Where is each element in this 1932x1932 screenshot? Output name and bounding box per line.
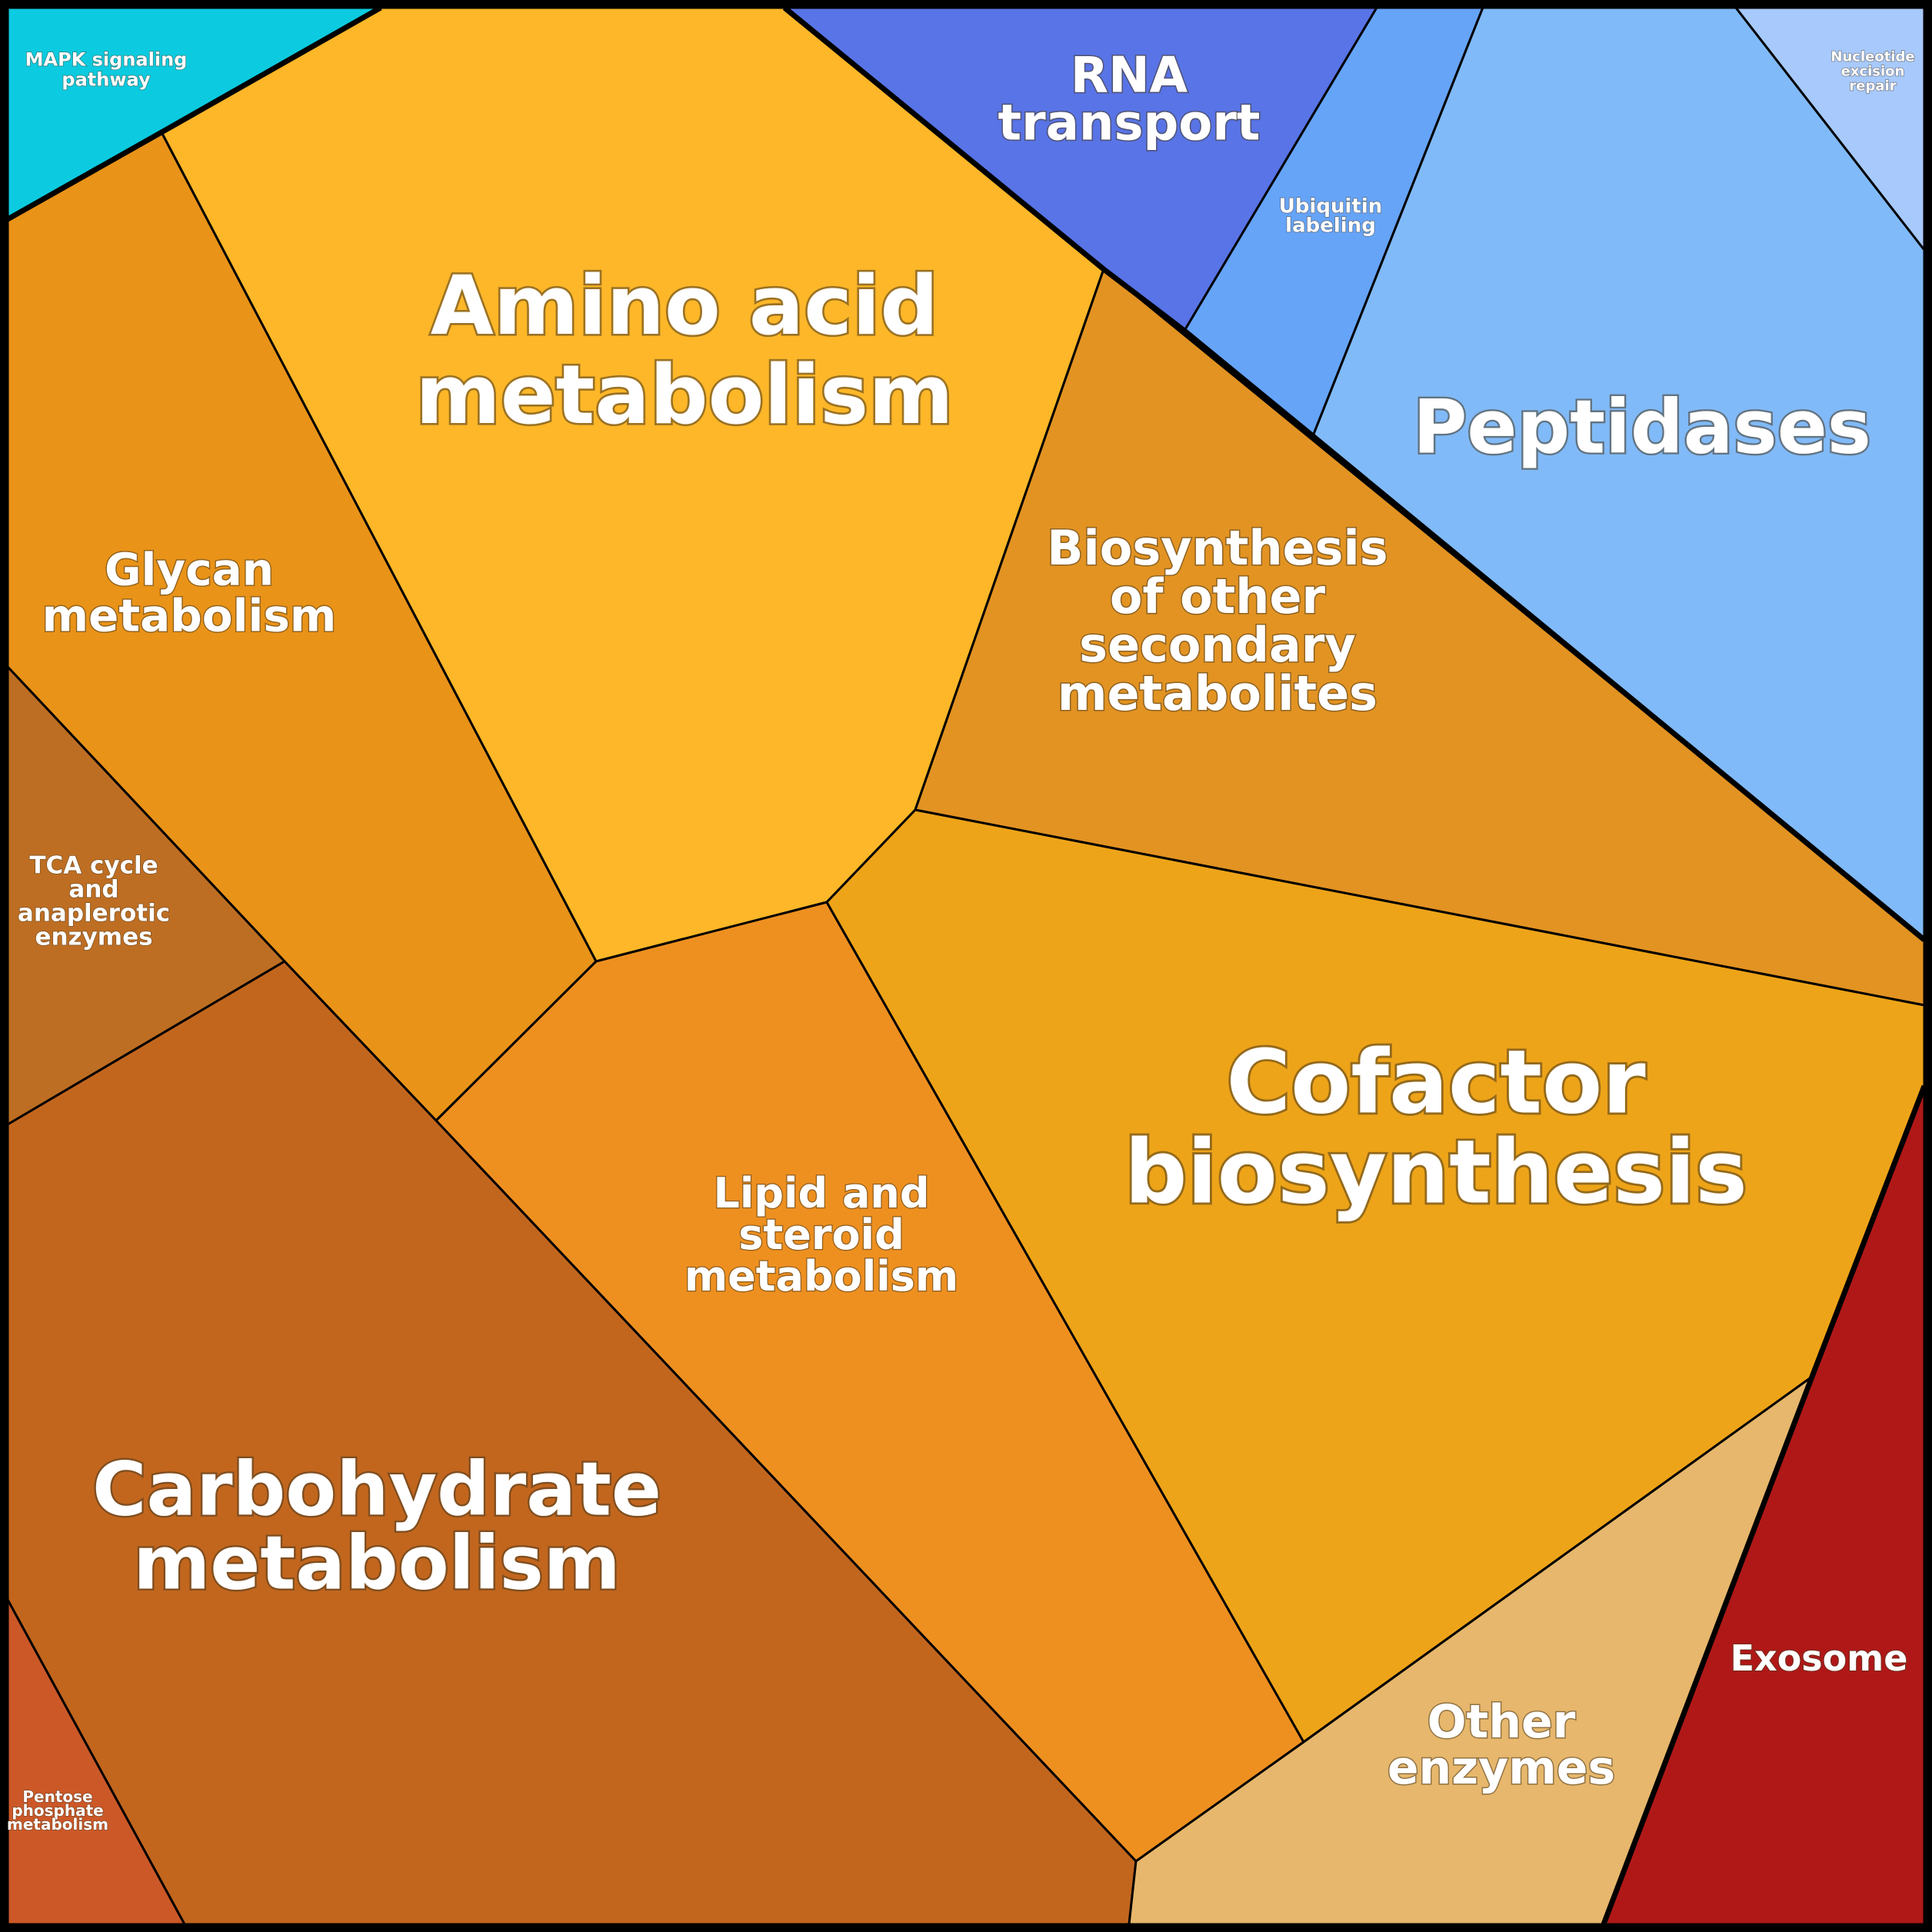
label-line: excision — [1841, 63, 1905, 79]
label-line: Glycan — [105, 543, 274, 595]
label-peptidases: Peptidases — [1413, 385, 1871, 471]
label-line: pathway — [62, 68, 151, 90]
label-line: repair — [1849, 78, 1896, 94]
label-line: transport — [998, 95, 1261, 152]
label-line: and — [68, 875, 118, 903]
label-line: metabolism — [42, 589, 337, 641]
label-biosynthesis-secondary: Biosynthesis of other secondary metabolites — [1047, 520, 1387, 721]
label-line: metabolism — [7, 1815, 108, 1834]
label-amino: Amino acid metabolism — [415, 258, 953, 442]
label-line: metabolism — [685, 1252, 958, 1301]
label-line: Lipid and — [713, 1169, 929, 1217]
label-line: MAPK signaling — [25, 48, 188, 70]
border-exosome — [1601, 1084, 1927, 1926]
label-nucleotide: Nucleotide excision repair — [1830, 48, 1914, 94]
label-line: phosphate — [12, 1801, 103, 1820]
label-other: Other enzymes — [1387, 1695, 1615, 1795]
group-borders — [6, 5, 1927, 1926]
label-line: Nucleotide — [1830, 48, 1914, 65]
label-line: Ubiquitin — [1279, 195, 1383, 218]
label-line: secondary — [1079, 617, 1356, 673]
label-line: Biosynthesis — [1047, 520, 1387, 576]
label-line: enzymes — [35, 923, 152, 951]
label-line: Other — [1427, 1695, 1576, 1749]
border-genetic-metabolism — [782, 5, 1927, 942]
label-line: Exosome — [1730, 1637, 1908, 1679]
label-line: Peptidases — [1413, 385, 1871, 471]
label-line: Carbohydrate — [92, 1447, 661, 1533]
label-exosome: Exosome — [1730, 1637, 1908, 1679]
label-carbohydrate: Carbohydrate metabolism — [92, 1447, 661, 1607]
label-line: Amino acid — [431, 258, 939, 353]
label-tca: TCA cycle and anaplerotic enzymes — [18, 851, 170, 951]
label-glycan: Glycan metabolism — [42, 543, 337, 641]
label-line: metabolites — [1058, 665, 1377, 721]
label-line: steroid — [738, 1211, 904, 1259]
label-line: Pentose — [22, 1787, 92, 1806]
label-line: enzymes — [1387, 1741, 1615, 1795]
label-line: Cofactor — [1226, 1031, 1645, 1133]
label-rna: RNA transport — [998, 47, 1261, 152]
label-pentose: Pentose phosphate metabolism — [7, 1787, 108, 1834]
border-signaling-metabolism — [6, 5, 382, 222]
label-lipid: Lipid and steroid metabolism — [685, 1169, 958, 1301]
label-line: of other — [1110, 568, 1326, 625]
label-line: metabolism — [133, 1521, 620, 1607]
label-line: anaplerotic — [18, 899, 170, 927]
label-cofactor: Cofactor biosynthesis — [1124, 1031, 1747, 1223]
label-line: TCA cycle — [29, 851, 158, 879]
label-line: RNA — [1071, 47, 1188, 104]
label-line: labeling — [1285, 215, 1376, 238]
label-line: biosynthesis — [1124, 1121, 1747, 1223]
label-mapk: MAPK signaling pathway — [25, 48, 188, 90]
label-ubiquitin: Ubiquitin labeling — [1279, 195, 1383, 238]
label-line: metabolism — [415, 348, 953, 442]
